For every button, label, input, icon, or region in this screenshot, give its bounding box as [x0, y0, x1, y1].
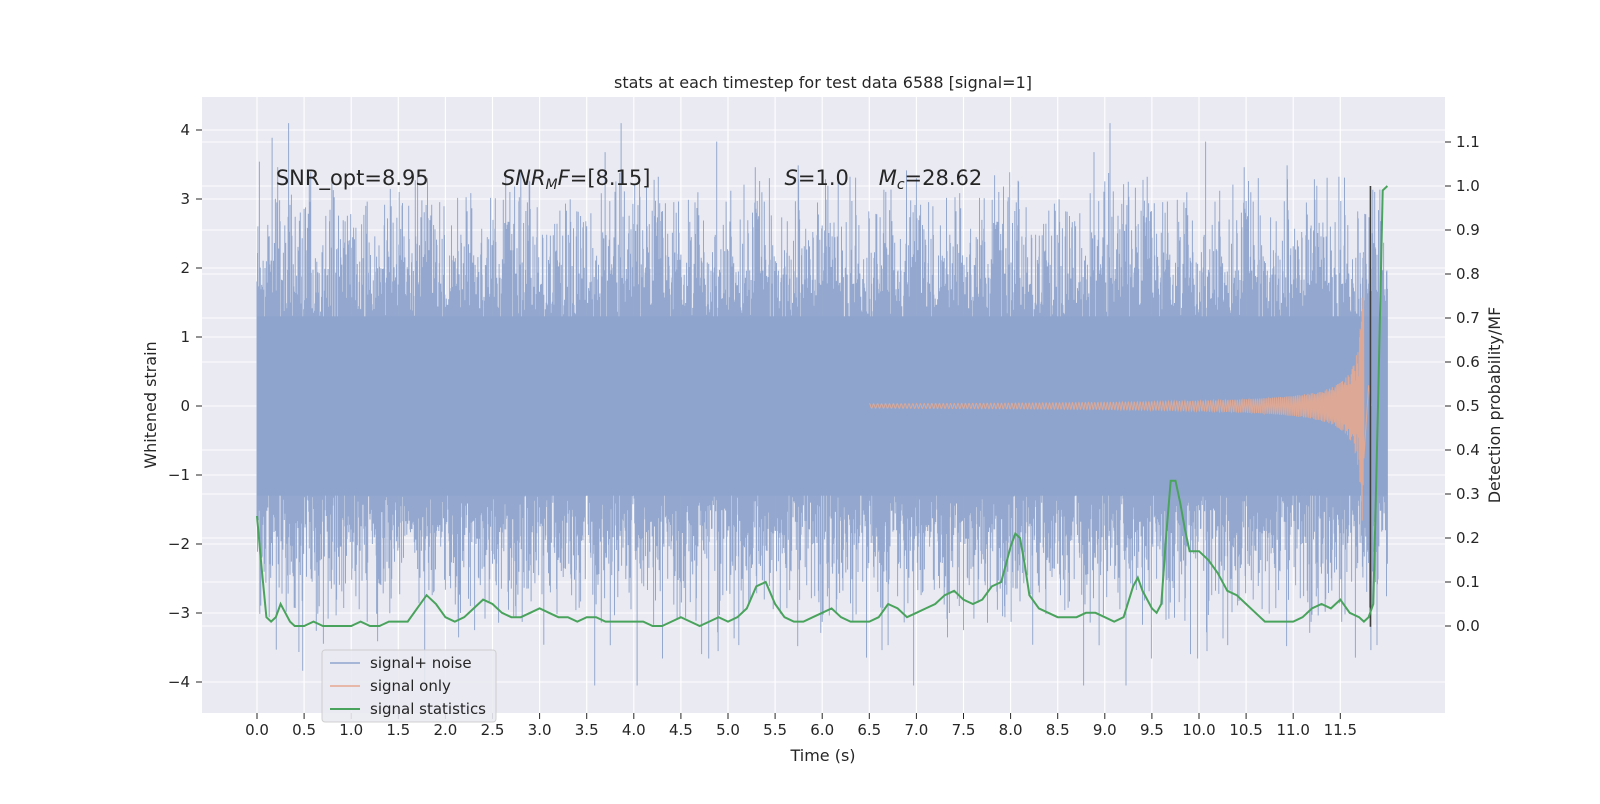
y-tick-label: 3: [180, 190, 190, 208]
legend: signal+ noise signal only signal statistic…: [321, 649, 497, 723]
x-tick-label: 8.0: [999, 721, 1023, 739]
x-axis-ticks: 0.0 0.5 1.0 1.5 2.0 2.5 3.0 3.5 4.0 4.5 5.0 5.5 6.0 6…: [245, 713, 1357, 739]
y-right-tick-label: 0.5: [1456, 397, 1480, 415]
x-tick-label: 9.0: [1093, 721, 1117, 739]
x-tick-label: 1.0: [339, 721, 363, 739]
y-right-tick-label: 0.4: [1456, 441, 1480, 459]
y-tick-label: 0: [180, 397, 190, 415]
x-tick-label: 11.5: [1324, 721, 1357, 739]
x-tick-label: 3.5: [575, 721, 599, 739]
signal-statistics-series: [256, 185, 1389, 628]
y-right-tick-label: 0.0: [1456, 617, 1480, 635]
x-tick-label: 10.0: [1182, 721, 1215, 739]
y-right-tick-label: 0.6: [1456, 353, 1480, 371]
y-right-tick-label: 0.8: [1456, 265, 1480, 283]
y-tick-label: −2: [168, 535, 190, 553]
x-tick-label: 2.0: [433, 721, 457, 739]
y-tick-label: −1: [168, 466, 190, 484]
y-tick-label: 4: [180, 121, 190, 139]
annotation: SNRMF=[8.15]: [502, 166, 651, 193]
x-tick-label: 4.0: [622, 721, 646, 739]
x-tick-label: 8.5: [1046, 721, 1070, 739]
x-tick-label: 10.5: [1229, 721, 1262, 739]
x-tick-label: 1.5: [386, 721, 410, 739]
x-tick-label: 6.5: [857, 721, 881, 739]
legend-box: [321, 649, 497, 723]
x-tick-label: 7.5: [952, 721, 976, 739]
x-tick-label: 0.5: [292, 721, 316, 739]
legend-label: signal+ noise: [370, 654, 472, 672]
y-axis-right-ticks: 1.1 1.0 0.9 0.8 0.7 0.6 0.5 0.4 0.3 0.2 0.1 0.0: [1445, 133, 1480, 635]
annotations: SNR_opt=8.95 SNRMF=[8.15] S=1.0 Mc=28.62: [276, 166, 982, 193]
y-right-tick-label: 1.0: [1456, 177, 1480, 195]
annotation: SNR_opt=8.95: [276, 166, 429, 191]
x-tick-label: 4.5: [669, 721, 693, 739]
y-right-tick-label: 0.3: [1456, 485, 1480, 503]
y-right-tick-label: 1.1: [1456, 133, 1480, 151]
legend-label: signal statistics: [370, 700, 486, 718]
y-tick-label: 2: [180, 259, 190, 277]
legend-label: signal only: [370, 677, 451, 695]
x-tick-label: 9.5: [1140, 721, 1164, 739]
x-tick-label: 11.0: [1276, 721, 1309, 739]
y-right-tick-label: 0.9: [1456, 221, 1480, 239]
y-right-tick-label: 0.1: [1456, 573, 1480, 591]
x-tick-label: 2.5: [481, 721, 505, 739]
y-tick-label: −4: [168, 673, 190, 691]
x-tick-label: 6.0: [810, 721, 834, 739]
y-right-tick-label: 0.2: [1456, 529, 1480, 547]
y-right-tick-label: 0.7: [1456, 309, 1480, 327]
annotation: Mc=28.62: [879, 166, 983, 193]
signal-statistics-line: [256, 185, 1389, 628]
x-tick-label: 5.5: [763, 721, 787, 739]
x-tick-label: 5.0: [716, 721, 740, 739]
x-tick-label: 0.0: [245, 721, 269, 739]
x-tick-label: 7.0: [904, 721, 928, 739]
chart-title: stats at each timestep for test data 658…: [614, 73, 1032, 92]
annotation: S=1.0: [785, 166, 849, 190]
signal-only-line: [868, 254, 1372, 521]
y-axis-ticks: 4 3 2 1 0 −1 −2 −3 −4: [168, 121, 202, 691]
x-tick-label: 3.0: [528, 721, 552, 739]
y-tick-label: 1: [180, 328, 190, 346]
x-axis-label: Time (s): [789, 746, 855, 765]
y-axis-right-label: Detection probability/MF: [1485, 307, 1504, 504]
y-tick-label: −3: [168, 604, 190, 622]
y-axis-label: Whitened strain: [141, 341, 160, 468]
signal-only-series: [868, 254, 1372, 521]
